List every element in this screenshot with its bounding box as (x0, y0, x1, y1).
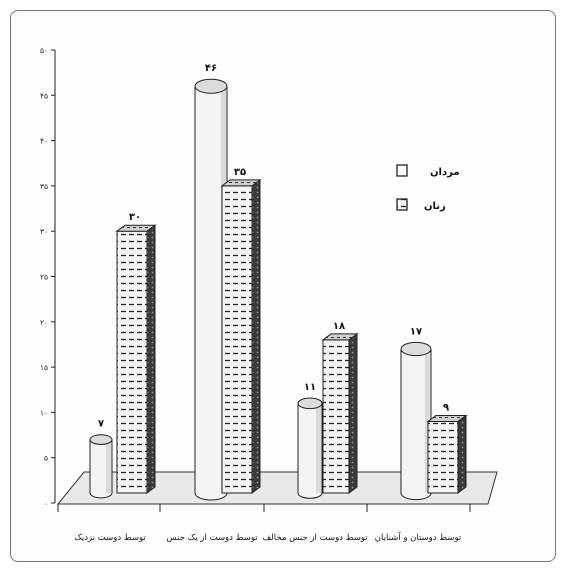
bar-men-shade (106, 439, 111, 493)
y-tick-label: ۲۰ (40, 318, 48, 327)
bar-women-top (220, 179, 262, 187)
bar-men-cap (400, 341, 432, 357)
y-tick-label: ۰ (44, 499, 48, 508)
legend: مردان زنان (396, 164, 460, 212)
category-label: توسط دوستان و آشنایان (375, 531, 462, 543)
y-tick-label: ۳۵ (40, 182, 48, 191)
category-label: توسط دوست از جنس مخالف (262, 533, 368, 543)
bar-value-label: ۴۶ (205, 63, 217, 74)
bar-men-body (194, 85, 228, 501)
bar-men-cap (194, 78, 228, 94)
bar-women-front (427, 420, 459, 494)
bar-men-cap (297, 397, 323, 410)
bar-women-top (321, 333, 359, 341)
bar-value-label: ۳۵ (234, 167, 246, 178)
y-tick-label: ۴۰ (40, 137, 48, 146)
bar-men-shade (316, 403, 321, 493)
y-tick-label: ۲۵ (40, 273, 48, 282)
bar-women (321, 332, 359, 494)
y-tick-label: ۱۵ (40, 363, 48, 372)
bar-women-side (348, 332, 358, 494)
bar-women-front (116, 230, 148, 494)
bar-men (297, 397, 323, 499)
bar-women-front (221, 185, 253, 494)
bar-women (115, 224, 157, 494)
bar-value-label: ۳۰ (129, 212, 141, 223)
legend-label-women: زنان (424, 201, 446, 212)
bar-men-cap (89, 434, 113, 445)
bar-women-side (146, 224, 156, 494)
bar-women (220, 178, 262, 494)
y-tick-label: ۵ (44, 454, 48, 463)
category-labels: توسط دوست نزدیک توسط دوست از یک جنس توسط د… (57, 504, 471, 543)
bar-women (426, 414, 468, 494)
chart-floor-plane (56, 471, 498, 505)
y-tick-label: ۳۰ (40, 227, 48, 236)
bar-women-side (457, 414, 467, 494)
bar-men (89, 434, 113, 499)
y-tick-label: ۴۵ (40, 91, 48, 100)
legend-label-men: مردان (430, 167, 460, 178)
category-label: توسط دوست نزدیک (74, 533, 146, 543)
category-label: توسط دوست از یک جنس (166, 533, 258, 543)
bar-women-top (115, 224, 157, 232)
legend-swatch-men (396, 164, 408, 177)
bar-women-side (251, 178, 261, 494)
bar-value-label: ۹ (443, 402, 449, 413)
bars-layer: ۷ ۳۰ ۴۶ ۳۵ ۱۱ ۱۸ ۱۷ ۹ (89, 63, 468, 501)
legend-swatch-women (396, 198, 408, 211)
y-axis: ۰ ۵ ۱۰ ۱۵ ۲۰ ۲۵ ۳۰ ۳۵ ۴۰ ۴۵ ۵۰ (40, 46, 56, 508)
bar-women-top (426, 414, 468, 422)
chart-floor (56, 471, 498, 505)
bar-value-label: ۱۱ (304, 382, 316, 393)
y-tick-label: ۵۰ (40, 46, 48, 55)
bar-men (400, 341, 432, 501)
bar-value-label: ۷ (98, 419, 104, 430)
bar-women-front (322, 339, 350, 494)
bar-value-label: ۱۷ (410, 326, 422, 337)
y-tick-label: ۱۰ (40, 408, 48, 417)
bar-value-label: ۱۸ (333, 321, 345, 332)
